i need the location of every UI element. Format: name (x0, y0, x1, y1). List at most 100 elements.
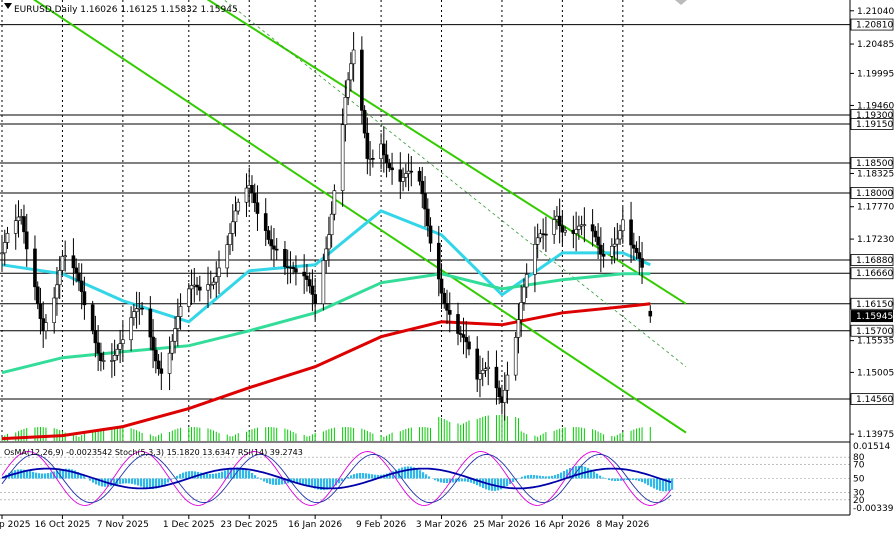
candle-body (577, 225, 581, 230)
candle-body (310, 285, 315, 295)
candle-body (263, 213, 268, 231)
candle-body (305, 275, 309, 280)
indicator-lines (1, 451, 672, 506)
candle-body (291, 267, 295, 269)
osma-bar (119, 478, 122, 485)
osma-bar (599, 475, 602, 479)
osma-bar (20, 469, 23, 479)
osma-bar (506, 478, 509, 487)
chart-header: EURUSD,Daily 1.16026 1.16125 1.15832 1.1… (14, 5, 238, 15)
candle-body (274, 248, 279, 251)
candle-body (90, 304, 95, 331)
osma-bar (299, 478, 302, 484)
candle-body (552, 219, 556, 235)
candle-body (458, 333, 463, 335)
osma-bar (635, 478, 638, 481)
osma-bar (434, 478, 437, 481)
osma-bar (440, 478, 443, 483)
osma-bar (143, 478, 146, 488)
dropdown-arrow-icon[interactable] (4, 3, 12, 9)
candle-body (151, 336, 155, 351)
candle-body (593, 230, 598, 238)
candle-body (382, 143, 386, 156)
osma-bar (239, 467, 242, 479)
osma-bar (326, 478, 329, 490)
osma-bar (146, 478, 149, 489)
candle-body (101, 360, 106, 362)
candle-body (208, 284, 213, 286)
moving-average-red (1, 302, 651, 441)
osma-bar (335, 478, 338, 486)
candle-body (134, 308, 139, 312)
osma-bar (65, 468, 68, 479)
osma-bar (536, 475, 539, 479)
osma-bar (101, 478, 104, 487)
osma-bar (572, 466, 575, 479)
osma-bar (275, 478, 278, 486)
osma-bar (542, 476, 545, 479)
osma-bar (416, 468, 419, 479)
osma-bar (185, 471, 188, 479)
price-tick-label: 1.19995 (857, 69, 894, 79)
candle-body (99, 352, 103, 362)
candle-body (513, 337, 518, 376)
candle-body (38, 303, 43, 319)
candle-body (475, 348, 480, 380)
price-tick-label: 1.20485 (857, 40, 894, 50)
osma-bar (176, 475, 179, 479)
candle-body (272, 245, 276, 250)
candle-body (250, 185, 254, 194)
osma-bar (482, 478, 485, 489)
osma-bar (548, 476, 551, 479)
level-label: 1.15700 (856, 327, 893, 337)
time-axis[interactable]: 24 Sep 2025 16 Oct 2025 7 Nov 2025 1 Dec 20… (0, 515, 650, 530)
indicator-axis-label: 0.01514 (853, 442, 890, 452)
level-label-box (850, 18, 894, 31)
osma-bar (161, 478, 164, 487)
candle-body (186, 288, 191, 307)
osma-bar (194, 471, 197, 479)
candle-body (497, 387, 502, 398)
candle-body (266, 230, 271, 240)
osma-bar (17, 469, 20, 479)
candle-body (140, 307, 144, 310)
candle-body (442, 292, 447, 304)
osma-bar (245, 469, 248, 479)
osma-bar (614, 478, 617, 482)
level-label-box (850, 393, 894, 405)
candle-body (522, 286, 526, 303)
time-tick-label: 7 Nov 2025 (97, 520, 149, 530)
osma-bar (407, 466, 410, 479)
osma-bar (554, 475, 557, 479)
osma-bar (149, 478, 152, 489)
osma-bar (32, 471, 35, 479)
osma-bar (461, 478, 464, 482)
osma-bar (323, 478, 326, 491)
candle-body (404, 173, 408, 178)
osma-bar (260, 478, 263, 480)
osma-bar (629, 478, 632, 480)
level-label: 1.19300 (856, 111, 893, 121)
osma-bar (47, 473, 50, 479)
osma-bar (578, 465, 581, 479)
osma-bar (398, 468, 401, 479)
osma-bar (26, 470, 29, 479)
osma-bar (224, 470, 227, 479)
indicator-axis-label: 80 (853, 453, 865, 463)
osma-bar (497, 478, 500, 491)
osma-bar (473, 478, 476, 484)
time-tick-label: 24 Sep 2025 (0, 520, 31, 530)
price-axis[interactable]: 1.21040 1.20485 1.19995 1.19460 1.18325 1.177… (850, 7, 894, 440)
candle-body (417, 170, 422, 182)
osma-bar (89, 478, 92, 481)
candle-body (115, 348, 120, 356)
candle-body (154, 349, 158, 362)
osma-bar (410, 466, 413, 479)
candle-body (178, 306, 183, 317)
osma-bar (209, 473, 212, 479)
candle-body (307, 279, 312, 287)
candle-body (110, 360, 114, 362)
osma-bar (140, 478, 143, 487)
osma-bar (170, 478, 173, 481)
osma-bar (638, 478, 641, 482)
